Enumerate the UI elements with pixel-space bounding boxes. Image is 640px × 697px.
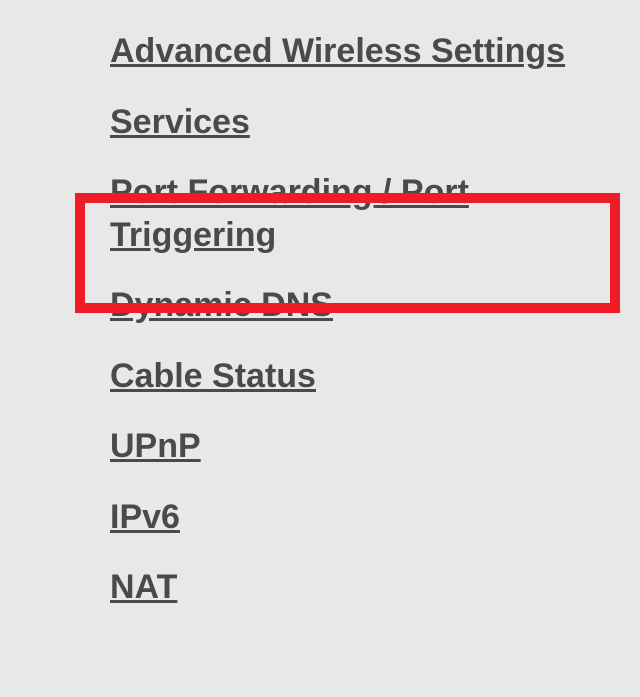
link-cable-status[interactable]: Cable Status [110,357,316,395]
menu-item-cable-status: Cable Status [110,355,570,398]
link-services[interactable]: Services [110,103,250,141]
advanced-menu: Advanced Wireless Settings Services Port… [0,0,640,609]
link-ipv6[interactable]: IPv6 [110,498,180,536]
link-dynamic-dns[interactable]: Dynamic DNS [110,286,333,324]
link-nat[interactable]: NAT [110,568,177,606]
link-advanced-wireless-settings[interactable]: Advanced Wireless Settings [110,32,565,70]
menu-item-advanced-wireless: Advanced Wireless Settings [110,30,570,73]
menu-item-ipv6: IPv6 [110,496,570,539]
menu-item-services: Services [110,101,570,144]
link-port-forwarding-triggering[interactable]: Port Forwarding / Port Triggering [110,173,469,254]
menu-item-nat: NAT [110,566,570,609]
menu-item-upnp: UPnP [110,425,570,468]
menu-item-dynamic-dns: Dynamic DNS [110,284,570,327]
link-upnp[interactable]: UPnP [110,427,201,465]
menu-item-port-forwarding: Port Forwarding / Port Triggering [110,171,570,256]
